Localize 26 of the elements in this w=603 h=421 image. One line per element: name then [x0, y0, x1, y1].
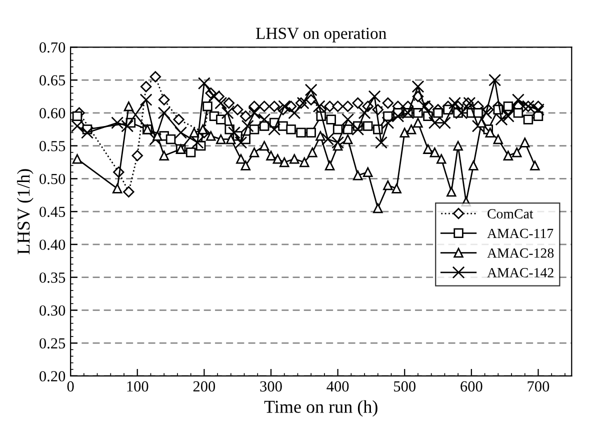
- y-tick-label: 0.60: [40, 108, 66, 118]
- legend-label: AMAC-117: [487, 228, 554, 238]
- x-tick-label: 500: [394, 381, 416, 392]
- y-tick-label: 0.35: [40, 272, 66, 283]
- y-tick-label: 0.70: [40, 42, 66, 53]
- x-tick-label: 0: [67, 381, 74, 392]
- x-tick-label: 600: [460, 381, 482, 392]
- legend-label: AMAC-128: [487, 248, 554, 258]
- legend-label: ComCat: [488, 209, 534, 219]
- x-tick-label: 700: [528, 381, 550, 392]
- y-tick-label: 0.30: [40, 305, 66, 316]
- x-axis-title: Time on run (h): [264, 400, 378, 417]
- x-tick-label: 300: [260, 381, 282, 392]
- y-tick-label: 0.65: [40, 75, 66, 86]
- y-tick-label: 0.50: [40, 174, 66, 184]
- x-tick-label: 400: [326, 381, 349, 392]
- y-tick-label: 0.20: [40, 371, 66, 382]
- legend-label: AMAC-142: [487, 268, 554, 278]
- y-tick-label: 0.45: [40, 206, 66, 218]
- y-tick-label: 0.40: [40, 240, 66, 250]
- x-tick-label: 200: [193, 381, 216, 392]
- x-tick-label: 100: [127, 381, 148, 392]
- chart-title: LHSV on operation: [256, 28, 386, 42]
- y-tick-label: 0.55: [40, 140, 66, 152]
- y-tick-label: 0.25: [40, 338, 66, 349]
- y-axis-title: LHSV (1/h): [17, 169, 34, 254]
